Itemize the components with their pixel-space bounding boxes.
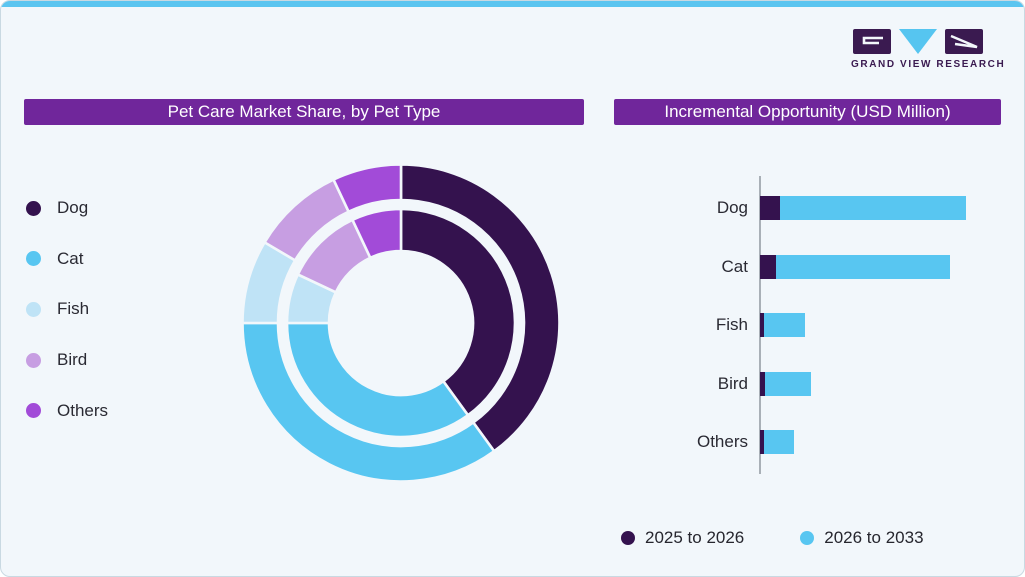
donut-panel-title: Pet Care Market Share, by Pet Type [24, 99, 584, 125]
bar-stack [760, 313, 805, 338]
bar-panel-title: Incremental Opportunity (USD Million) [614, 99, 1001, 125]
bar-axis-line [759, 176, 761, 474]
gvr-logo-text: GRAND VIEW RESEARCH [851, 59, 1006, 70]
legend-label: Cat [57, 248, 84, 268]
bar-category-label: Bird [717, 373, 748, 393]
legend-dot-bird [26, 352, 41, 368]
bar-stack [760, 254, 950, 279]
legend-dot-others [26, 403, 41, 419]
bar-chart-legend: 2025 to 2026 2026 to 2033 [621, 528, 924, 548]
legend-label: 2026 to 2033 [824, 528, 924, 547]
legend-item-2025-2026: 2025 to 2026 [621, 528, 744, 548]
bar-segment-2026-2033 [776, 254, 950, 279]
bar-segment-2026-2033 [780, 196, 966, 221]
card-top-accent [1, 1, 1024, 7]
bar-row: Cat [611, 238, 1011, 297]
bar-segment-2025-2026 [760, 371, 765, 396]
bar-segment-2025-2026 [760, 196, 780, 221]
legend-dot-2026-2033 [800, 531, 815, 545]
bar-segment-2026-2033 [764, 313, 805, 338]
legend-dot-dog [26, 200, 41, 216]
bar-segment-2025-2026 [760, 430, 764, 455]
bar-category-label: Dog [716, 198, 748, 218]
bar-row: Fish [611, 296, 1011, 355]
legend-label: Bird [57, 350, 88, 370]
legend-label: Fish [57, 299, 90, 319]
gvr-logo: GRAND VIEW RESEARCH [851, 27, 1006, 71]
legend-item-others: Others [26, 385, 108, 436]
bar-segment-2025-2026 [760, 254, 776, 279]
bar-category-label: Cat [721, 256, 748, 276]
donut-slice-inner-others [350, 207, 403, 260]
legend-label: Others [57, 400, 109, 420]
legend-item-cat: Cat [26, 234, 108, 285]
legend-label: 2025 to 2026 [645, 528, 745, 547]
legend-dot-cat [26, 251, 41, 267]
legend-item-2026-2033: 2026 to 2033 [800, 528, 924, 548]
donut-slice-outer-others [331, 163, 403, 214]
gvr-logo-mark [853, 29, 983, 54]
bar-stack [760, 196, 966, 221]
donut-slice-inner-cat [285, 321, 470, 439]
bar-segment-2026-2033 [765, 371, 811, 396]
bar-segment-2026-2033 [764, 430, 794, 455]
bar-chart: Dog Cat Fish Bird [611, 179, 1011, 472]
donut-slice-inner-dog [399, 207, 517, 418]
bar-segment-2025-2026 [760, 313, 764, 338]
bar-row: Dog [611, 179, 1011, 238]
bar-stack [760, 371, 811, 396]
donut-legend: Dog Cat Fish Bird Others [26, 183, 108, 436]
bar-row: Bird [611, 355, 1011, 414]
legend-label: Dog [57, 198, 89, 218]
legend-item-dog: Dog [26, 183, 108, 234]
legend-item-fish: Fish [26, 284, 108, 335]
donut-chart [241, 163, 561, 483]
bar-stack [760, 430, 794, 455]
bar-row: Others [611, 413, 1011, 472]
bar-category-label: Others [696, 432, 748, 452]
bar-category-label: Fish [715, 315, 748, 335]
legend-dot-fish [26, 301, 41, 317]
legend-item-bird: Bird [26, 335, 108, 386]
donut-chart-svg [241, 163, 561, 483]
legend-dot-2025-2026 [621, 531, 635, 545]
